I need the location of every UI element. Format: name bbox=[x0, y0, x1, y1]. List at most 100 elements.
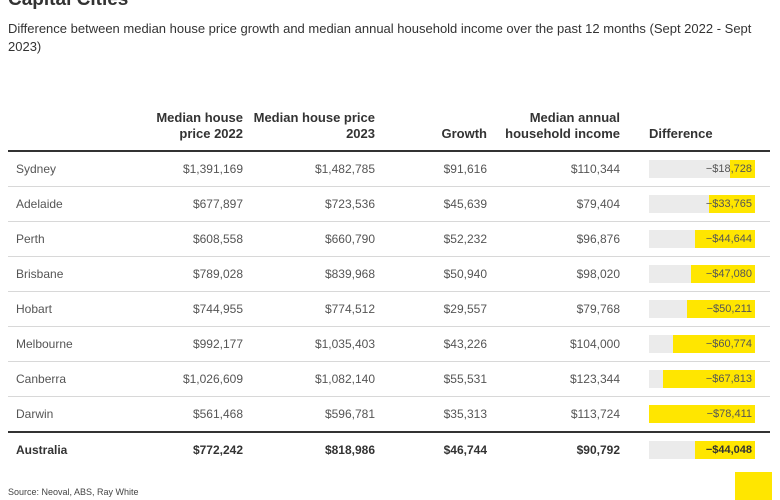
income-cell: $104,000 bbox=[487, 326, 620, 362]
price-2023-cell: $660,790 bbox=[243, 221, 375, 257]
table-row: Adelaide $677,897 $723,536 $45,639 $79,404 −$… bbox=[8, 186, 770, 222]
page-subtitle: Difference between median house price gr… bbox=[8, 21, 752, 54]
total-row: Australia $772,242 $818,986 $46,744 $90,792 −… bbox=[8, 431, 770, 467]
difference-bar-track: −$67,813 bbox=[649, 370, 755, 388]
table-row: Brisbane $789,028 $839,968 $50,940 $98,020 −$… bbox=[8, 256, 770, 292]
table-row: Sydney $1,391,169 $1,482,785 $91,616 $110,34… bbox=[8, 151, 770, 187]
difference-cell: −$33,765 bbox=[620, 186, 770, 222]
price-2022-cell: $677,897 bbox=[138, 186, 243, 222]
source-note: Source: Neoval, ABS, Ray White bbox=[8, 487, 139, 497]
city-cell: Australia bbox=[8, 431, 138, 467]
difference-bar-track: −$44,644 bbox=[649, 230, 755, 248]
difference-cell: −$47,080 bbox=[620, 256, 770, 292]
price-2023-cell: $596,781 bbox=[243, 396, 375, 433]
price-2023-cell: $774,512 bbox=[243, 291, 375, 327]
price-2022-cell: $608,558 bbox=[138, 221, 243, 257]
difference-bar-fill bbox=[709, 195, 755, 213]
city-cell: Adelaide bbox=[8, 186, 138, 222]
difference-cell: −$50,211 bbox=[620, 291, 770, 327]
difference-cell: −$44,048 bbox=[620, 431, 770, 467]
difference-value: −$44,048 bbox=[705, 444, 752, 456]
table-row: Darwin $561,468 $596,781 $35,313 $113,724 −$7… bbox=[8, 396, 770, 433]
price-2022-cell: $789,028 bbox=[138, 256, 243, 292]
difference-cell: −$60,774 bbox=[620, 326, 770, 362]
growth-cell: $35,313 bbox=[375, 396, 487, 433]
price-2022-cell: $1,391,169 bbox=[138, 151, 243, 187]
difference-bar-fill bbox=[687, 300, 755, 318]
growth-cell: $52,232 bbox=[375, 221, 487, 257]
difference-bar-fill bbox=[663, 370, 755, 388]
city-cell: Brisbane bbox=[8, 256, 138, 292]
difference-bar-fill bbox=[729, 160, 755, 178]
difference-bar-fill bbox=[694, 230, 755, 248]
difference-value: −$67,813 bbox=[705, 373, 752, 385]
capital-cities-table: Median house price 2022 Median house pri… bbox=[8, 82, 770, 467]
income-cell: $110,344 bbox=[487, 151, 620, 187]
growth-cell: $46,744 bbox=[375, 431, 487, 467]
table-body: Sydney $1,391,169 $1,482,785 $91,616 $110,34… bbox=[8, 151, 770, 467]
difference-bar-fill bbox=[695, 441, 755, 459]
price-2022-cell: $1,026,609 bbox=[138, 361, 243, 397]
difference-cell: −$78,411 bbox=[620, 396, 770, 433]
income-cell: $90,792 bbox=[487, 431, 620, 467]
price-2022-cell: $772,242 bbox=[138, 431, 243, 467]
brand-logo bbox=[735, 472, 772, 500]
difference-cell: −$67,813 bbox=[620, 361, 770, 397]
difference-bar-track: −$44,048 bbox=[649, 441, 755, 459]
price-2022-cell: $561,468 bbox=[138, 396, 243, 433]
difference-bar-track: −$18,728 bbox=[649, 160, 755, 178]
city-cell: Melbourne bbox=[8, 326, 138, 362]
price-2023-cell: $818,986 bbox=[243, 431, 375, 467]
table-row: Perth $608,558 $660,790 $52,232 $96,876 −$44,… bbox=[8, 221, 770, 257]
income-cell: $79,404 bbox=[487, 186, 620, 222]
difference-bar-fill bbox=[691, 265, 755, 283]
table-row: Melbourne $992,177 $1,035,403 $43,226 $104,0… bbox=[8, 326, 770, 362]
price-2023-cell: $723,536 bbox=[243, 186, 375, 222]
page-title: Capital Cities bbox=[8, 0, 128, 11]
difference-bar-track: −$78,411 bbox=[649, 405, 755, 423]
difference-value: −$60,774 bbox=[705, 338, 752, 350]
header-price-2022: Median house price 2022 bbox=[138, 82, 243, 152]
income-cell: $96,876 bbox=[487, 221, 620, 257]
growth-cell: $55,531 bbox=[375, 361, 487, 397]
price-2023-cell: $1,035,403 bbox=[243, 326, 375, 362]
difference-cell: −$44,644 bbox=[620, 221, 770, 257]
table-row: Canberra $1,026,609 $1,082,140 $55,531 $123,… bbox=[8, 361, 770, 397]
header-difference: Difference bbox=[620, 82, 770, 152]
header-city bbox=[8, 82, 138, 152]
price-2023-cell: $1,082,140 bbox=[243, 361, 375, 397]
price-2022-cell: $744,955 bbox=[138, 291, 243, 327]
city-cell: Canberra bbox=[8, 361, 138, 397]
difference-cell: −$18,728 bbox=[620, 151, 770, 187]
income-cell: $79,768 bbox=[487, 291, 620, 327]
growth-cell: $45,639 bbox=[375, 186, 487, 222]
difference-value: −$33,765 bbox=[705, 198, 752, 210]
income-cell: $123,344 bbox=[487, 361, 620, 397]
difference-value: −$44,644 bbox=[705, 233, 752, 245]
difference-bar-fill bbox=[672, 335, 755, 353]
price-2023-cell: $1,482,785 bbox=[243, 151, 375, 187]
price-2022-cell: $992,177 bbox=[138, 326, 243, 362]
difference-value: −$78,411 bbox=[706, 408, 752, 420]
difference-bar-fill bbox=[649, 405, 755, 423]
table-row: Hobart $744,955 $774,512 $29,557 $79,768 −$50… bbox=[8, 291, 770, 327]
income-cell: $113,724 bbox=[487, 396, 620, 433]
income-cell: $98,020 bbox=[487, 256, 620, 292]
difference-bar-track: −$60,774 bbox=[649, 335, 755, 353]
growth-cell: $43,226 bbox=[375, 326, 487, 362]
difference-bar-track: −$33,765 bbox=[649, 195, 755, 213]
city-cell: Sydney bbox=[8, 151, 138, 187]
growth-cell: $29,557 bbox=[375, 291, 487, 327]
growth-cell: $50,940 bbox=[375, 256, 487, 292]
header-growth: Growth bbox=[375, 82, 487, 152]
header-price-2023: Median house price 2023 bbox=[243, 82, 375, 152]
difference-value: −$50,211 bbox=[706, 303, 752, 315]
difference-value: −$47,080 bbox=[705, 268, 752, 280]
header-income: Median annual household income bbox=[487, 82, 620, 152]
growth-cell: $91,616 bbox=[375, 151, 487, 187]
difference-bar-track: −$47,080 bbox=[649, 265, 755, 283]
difference-value: −$18,728 bbox=[705, 163, 752, 175]
table-header-row: Median house price 2022 Median house pri… bbox=[8, 82, 770, 152]
difference-bar-track: −$50,211 bbox=[649, 300, 755, 318]
city-cell: Hobart bbox=[8, 291, 138, 327]
